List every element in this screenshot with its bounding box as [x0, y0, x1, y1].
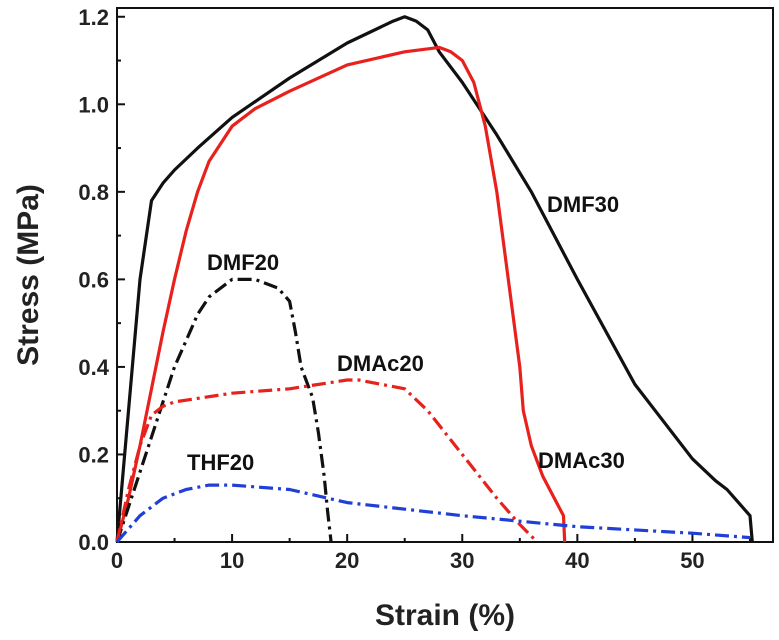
plot-frame: [116, 7, 774, 543]
y-tick-label: 0.8: [78, 180, 109, 205]
series-line-dmac20: [115, 378, 539, 544]
y-tick-label: 0.4: [78, 355, 109, 380]
label-dmac20: DMAc20: [337, 351, 424, 376]
x-tick-label: 0: [111, 548, 123, 573]
y-tick-label: 1.0: [78, 92, 109, 117]
y-tick-label: 0.0: [78, 530, 109, 555]
label-dmf20: DMF20: [207, 250, 279, 275]
series-line-dmf30: [115, 15, 754, 543]
label-dmf30: DMF30: [547, 192, 619, 217]
label-thf20: THF20: [187, 450, 254, 475]
x-tick-label: 40: [565, 548, 589, 573]
series-line-dmac30: [115, 45, 567, 543]
x-axis-title: Strain (%): [375, 599, 515, 632]
y-axis-title: Stress (MPa): [12, 184, 45, 366]
x-tick-label: 50: [680, 548, 704, 573]
y-tick-label: 1.2: [78, 5, 109, 30]
y-tick-label: 0.2: [78, 442, 109, 467]
x-tick-label: 20: [335, 548, 359, 573]
x-tick-label: 10: [220, 548, 244, 573]
y-tick-label: 0.6: [78, 267, 109, 292]
x-tick-label: 30: [450, 548, 474, 573]
series-line-thf20: [115, 483, 751, 544]
series-line-dmf20: [115, 277, 333, 543]
label-dmac30: DMAc30: [538, 448, 625, 473]
